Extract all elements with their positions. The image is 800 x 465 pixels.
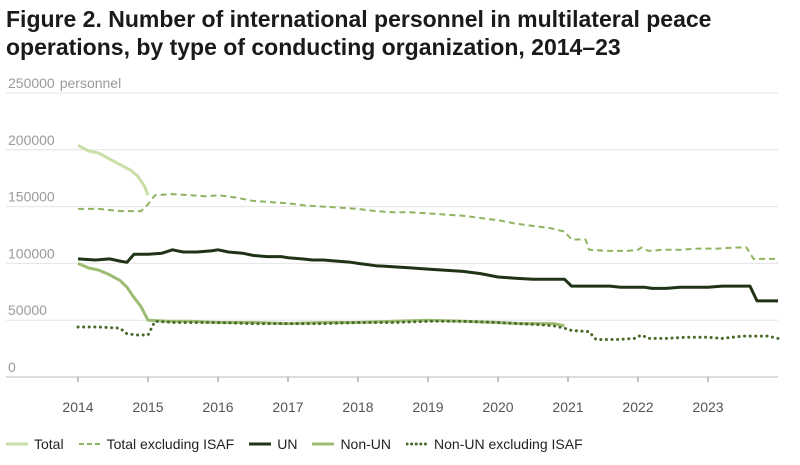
legend-label-total-excluding-isaf: Total excluding ISAF bbox=[106, 436, 235, 452]
line-chart: 0 50000 100000 150000 200000 250000 personnel… bbox=[6, 75, 780, 415]
series-line-total bbox=[77, 143, 150, 196]
y-tick-label: 100000 bbox=[8, 245, 55, 261]
legend-item-total-excluding-isaf: Total excluding ISAF bbox=[78, 436, 235, 452]
x-tick-label: 2016 bbox=[202, 399, 233, 415]
y-tick-label: 50000 bbox=[8, 302, 47, 318]
x-tick-label: 2019 bbox=[412, 399, 443, 415]
x-tick-label: 2020 bbox=[482, 399, 513, 415]
series-lines bbox=[76, 143, 780, 341]
legend-label-non-un-excluding-isaf: Non-UN excluding ISAF bbox=[434, 436, 583, 452]
legend-item-un: UN bbox=[249, 436, 297, 452]
x-tick-label: 2021 bbox=[552, 399, 583, 415]
series-line-total-excluding-isaf bbox=[78, 193, 779, 264]
legend-swatch-total-excluding-isaf bbox=[78, 443, 101, 445]
x-tick-label: 2018 bbox=[342, 399, 373, 415]
gridlines bbox=[6, 92, 778, 378]
legend-item-total: Total bbox=[6, 436, 64, 452]
series-line-non-un-excluding-isaf bbox=[76, 319, 780, 341]
x-tick-label: 2023 bbox=[692, 399, 723, 415]
legend-label-non-un: Non-UN bbox=[340, 436, 392, 452]
x-axis: 2014 2015 2016 2017 2018 2019 2020 2021 2022 2023 bbox=[62, 377, 724, 415]
y-tick-label: 250000 bbox=[8, 75, 55, 91]
y-tick-label: 200000 bbox=[8, 132, 55, 148]
legend-swatch-non-un bbox=[312, 442, 335, 446]
y-axis-ticks: 0 50000 100000 150000 200000 250000 bbox=[8, 75, 55, 375]
series-line-un bbox=[77, 248, 778, 303]
legend: Total Total excluding ISAF UN Non-UN Non… bbox=[6, 436, 598, 452]
y-axis-unit-label: personnel bbox=[60, 75, 122, 91]
legend-item-non-un: Non-UN bbox=[312, 436, 391, 452]
x-tick-label: 2017 bbox=[272, 399, 303, 415]
x-tick-label: 2014 bbox=[62, 399, 93, 415]
x-tick-label: 2015 bbox=[132, 399, 163, 415]
series-line-non-un bbox=[77, 262, 565, 328]
legend-item-non-un-excluding-isaf: Non-UN excluding ISAF bbox=[406, 436, 583, 452]
legend-label-un: UN bbox=[277, 436, 298, 452]
legend-swatch-total bbox=[6, 442, 28, 446]
x-tick-label: 2022 bbox=[622, 399, 653, 415]
y-tick-label: 150000 bbox=[8, 189, 55, 205]
chart-title: Figure 2. Number of international person… bbox=[6, 6, 712, 60]
y-tick-label: 0 bbox=[8, 359, 16, 375]
legend-label-total: Total bbox=[34, 436, 64, 452]
legend-swatch-un bbox=[249, 442, 272, 446]
legend-swatch-non-un-excluding-isaf bbox=[406, 442, 429, 446]
